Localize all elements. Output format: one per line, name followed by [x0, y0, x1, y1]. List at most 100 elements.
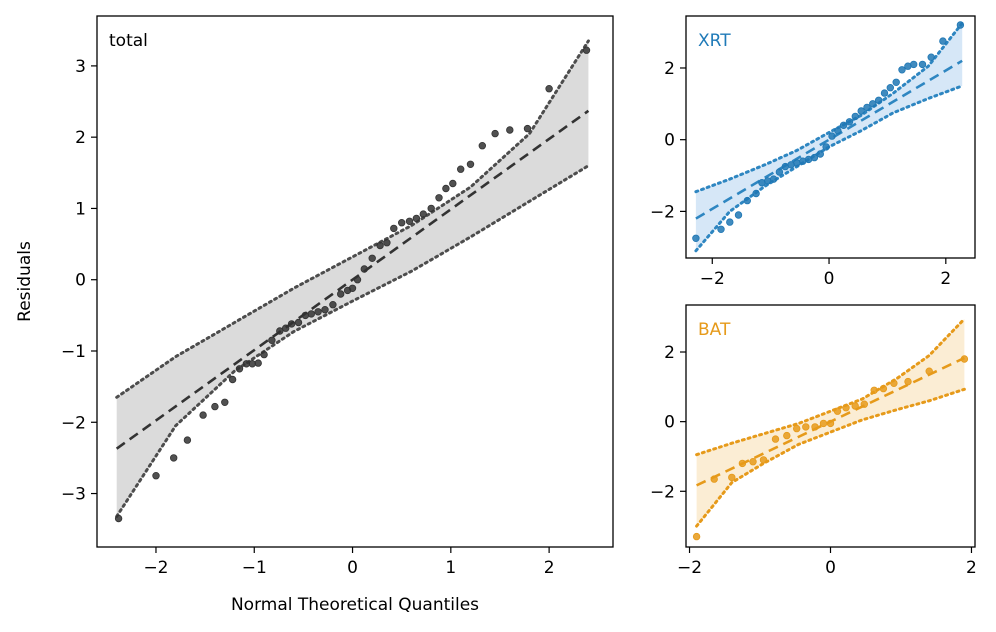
bat-data-point — [811, 423, 819, 431]
xrt-data-point — [869, 100, 877, 108]
xrt-data-point — [910, 60, 918, 69]
total-upper-bound-line — [115, 39, 590, 399]
total-data-point — [287, 320, 296, 328]
total-data-point — [307, 310, 315, 318]
total-data-point — [390, 224, 398, 233]
bat-y-tick-label: −2 — [650, 482, 675, 502]
xrt-panel-title: XRT — [698, 31, 731, 51]
bat-data-point — [819, 419, 828, 428]
xrt-data-point — [816, 150, 824, 158]
total-data-point — [442, 184, 450, 193]
bat-panel-title: BAT — [698, 320, 731, 340]
total-data-point — [368, 254, 376, 262]
total-y-tick-label: −2 — [61, 413, 86, 433]
xrt-data-point — [828, 132, 836, 140]
total-data-point — [114, 514, 123, 523]
total-data-point — [276, 327, 284, 335]
bat-data-point — [904, 377, 912, 386]
total-data-point — [348, 284, 357, 292]
total-data-point — [360, 265, 368, 273]
bat-data-point — [802, 423, 810, 431]
total-data-point — [383, 238, 391, 247]
xrt-data-point — [834, 126, 842, 135]
bat-data-point — [860, 400, 868, 408]
xrt-data-point — [726, 218, 734, 226]
total-data-point — [523, 124, 532, 133]
total-y-tick-label: 3 — [75, 57, 86, 77]
bat-x-tick-label: 0 — [825, 558, 836, 578]
total-data-point — [152, 472, 160, 480]
total-y-tick-label: 1 — [75, 199, 86, 219]
xrt-plot-area — [692, 21, 965, 253]
xrt-data-point — [875, 96, 883, 104]
xrt-data-point — [918, 60, 927, 69]
total-reference-line — [115, 109, 590, 450]
total-data-point — [582, 46, 591, 54]
total-plot-area — [114, 39, 591, 523]
xrt-data-point — [892, 78, 900, 86]
bat-data-point — [710, 475, 718, 483]
xrt-data-point — [939, 37, 947, 45]
xrt-y-tick-label: 0 — [664, 131, 675, 151]
bat-data-point — [833, 407, 842, 415]
xrt-x-tick-label: −2 — [700, 269, 725, 289]
xrt-data-point — [822, 143, 830, 151]
xrt-data-point — [717, 225, 725, 233]
bat-data-point — [783, 431, 791, 440]
panel-total: −2 −1 0 1 2 −3 −2 −1 0 1 2 3 total Normal Theoretic… — [15, 15, 614, 615]
total-y-axis-label: Residuals — [15, 241, 35, 322]
total-data-point — [329, 301, 337, 309]
xrt-data-point — [752, 189, 760, 198]
xrt-data-point — [775, 168, 784, 176]
total-data-point — [491, 129, 499, 138]
total-data-point — [419, 210, 427, 218]
total-data-point — [405, 217, 414, 225]
bat-data-point — [879, 384, 888, 393]
total-data-point — [506, 126, 514, 134]
xrt-ticks: −2 0 2 −2 0 2 — [650, 59, 951, 289]
xrt-data-point — [927, 53, 935, 61]
bat-data-point — [738, 459, 747, 468]
bat-data-point — [692, 532, 701, 541]
xrt-data-point — [956, 21, 965, 29]
bat-x-tick-label: −2 — [677, 558, 702, 578]
bat-data-point — [749, 458, 757, 466]
total-data-point — [314, 308, 322, 316]
bat-data-point — [793, 424, 801, 433]
total-y-tick-label: −3 — [61, 485, 86, 505]
total-data-point — [412, 214, 421, 223]
bat-plot-area — [692, 317, 969, 541]
total-data-point — [221, 398, 229, 406]
xrt-data-point — [857, 107, 865, 115]
bat-data-point — [925, 367, 933, 375]
total-ticks: −2 −1 0 1 2 −3 −2 −1 0 1 2 3 — [61, 57, 555, 578]
bat-data-point — [960, 355, 969, 363]
total-data-point — [457, 165, 465, 173]
total-data-point — [478, 141, 486, 150]
total-data-point — [545, 84, 553, 93]
bat-data-point — [826, 419, 835, 428]
total-data-point — [199, 411, 207, 419]
xrt-data-point — [769, 175, 778, 183]
xrt-data-point — [845, 118, 854, 126]
xrt-upper-bound-line — [694, 21, 964, 194]
xrt-lower-bound-line — [694, 84, 964, 253]
bat-upper-bound-line — [695, 317, 966, 457]
xrt-data-point — [839, 121, 848, 129]
xrt-data-point — [863, 103, 871, 112]
bat-data-point — [842, 404, 850, 412]
total-data-point — [376, 241, 384, 250]
total-y-tick-label: 0 — [75, 271, 86, 291]
bat-x-tick-label: 2 — [966, 558, 977, 578]
total-data-point — [449, 179, 457, 188]
bat-y-tick-label: 0 — [664, 413, 675, 433]
total-data-point — [169, 454, 178, 462]
total-x-tick-label: 1 — [445, 558, 456, 578]
total-axes-frame — [96, 15, 614, 548]
bat-data-point — [851, 402, 859, 410]
total-y-tick-label: 2 — [75, 128, 86, 148]
xrt-data-point — [810, 153, 819, 162]
total-panel-title: total — [109, 31, 148, 51]
xrt-data-point — [743, 196, 751, 205]
